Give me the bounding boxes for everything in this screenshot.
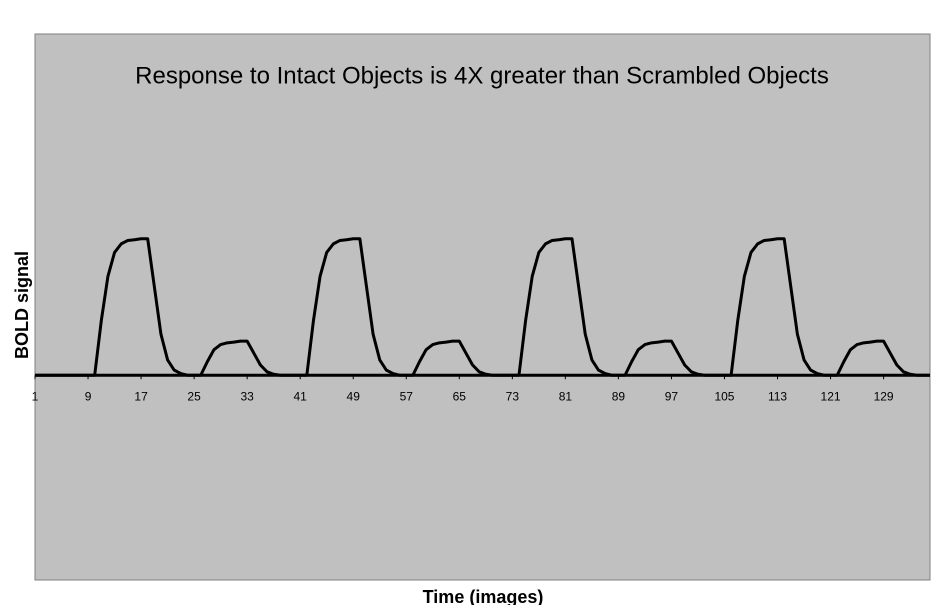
x-tick-label: 121 (821, 389, 841, 403)
x-tick-label: 33 (240, 389, 254, 403)
x-tick-label: 25 (187, 389, 201, 403)
x-tick-label: 73 (506, 389, 520, 403)
x-tick-label: 129 (874, 389, 894, 403)
x-tick-label: 89 (612, 389, 626, 403)
x-tick-label: 41 (294, 389, 308, 403)
plot-area (34, 33, 931, 581)
x-tick-label: 17 (134, 389, 148, 403)
x-tick-label: 113 (768, 389, 787, 403)
y-axis-title: BOLD signal (12, 251, 32, 359)
x-tick-label: 49 (347, 389, 361, 403)
x-tick-label: 9 (85, 389, 92, 403)
x-tick-label: 97 (665, 389, 679, 403)
x-axis-title: Time (images) (423, 587, 544, 605)
x-tick-label: 81 (559, 389, 573, 403)
x-tick-label: 65 (453, 389, 467, 403)
chart-title: Response to Intact Objects is 4X greater… (135, 62, 829, 89)
data-line (35, 237, 930, 377)
x-tick-label: 105 (714, 389, 734, 403)
x-tick-label: 57 (400, 389, 414, 403)
x-tick-label: 1 (32, 389, 39, 403)
